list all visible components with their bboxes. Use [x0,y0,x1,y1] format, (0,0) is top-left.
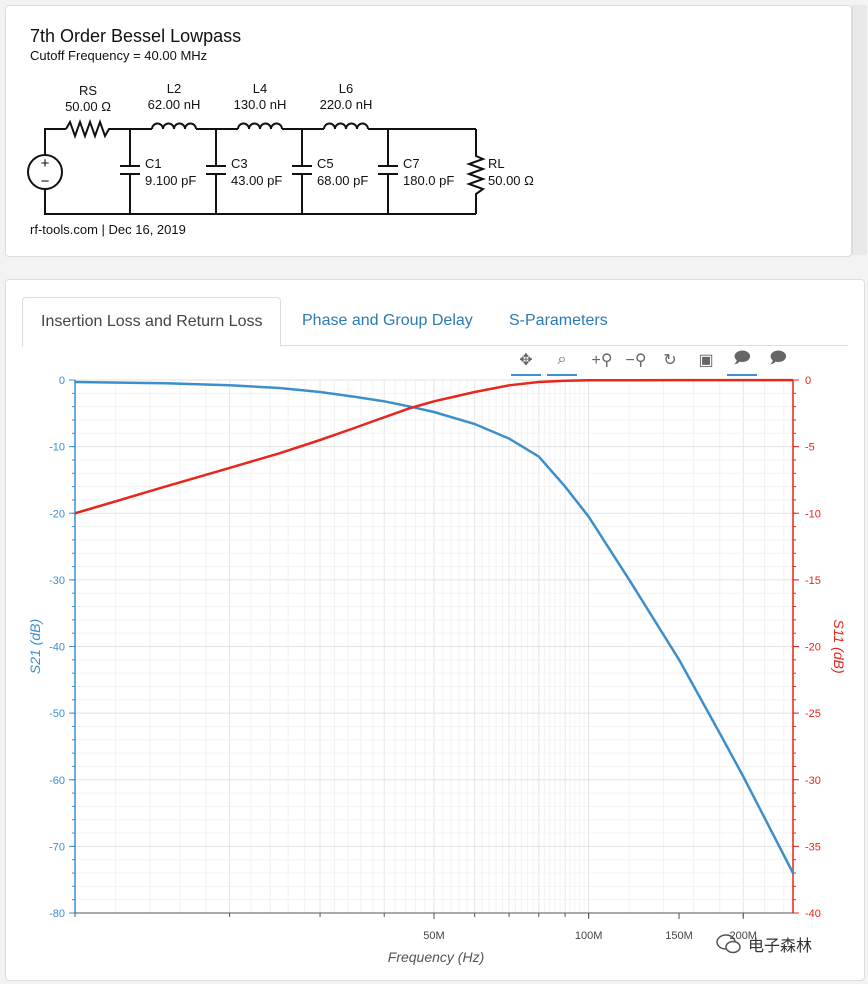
wechat-logo-icon [716,934,741,954]
schematic-subtitle: Cutoff Frequency = 40.00 MHz [30,48,208,63]
rs-value: 50.00 Ω [65,99,111,114]
capacitor-name: C1 [145,156,162,171]
capacitor-name: C7 [403,156,420,171]
inductor-name: L4 [253,81,267,96]
capacitor-icon [292,129,312,214]
y-right-tick-label: -5 [805,442,815,454]
inductor-name: L2 [167,81,181,96]
resistor-rl-icon [466,129,486,214]
save-icon[interactable]: ▣ [698,352,714,369]
rs-name: RS [79,83,97,98]
y-left-tick-label: -30 [49,575,65,587]
capacitor-value: 68.00 pF [317,173,368,188]
source-minus: − [41,173,50,190]
tab-insertion-loss[interactable]: Insertion Loss and Return Loss [22,297,282,347]
capacitor-icon [206,129,226,214]
capacitor-icon [120,129,140,214]
plot-panel: Insertion Loss and Return Loss Phase and… [5,279,865,981]
y-left-axis-label: S21 (dB) [27,619,43,674]
reset-icon[interactable]: ↻ [663,352,677,369]
ground-wire [44,189,476,215]
y-left-tick-label: -10 [49,442,65,454]
pan-icon[interactable]: ✥ [511,346,541,376]
y-right-tick-label: -30 [805,775,821,787]
y-right-tick-label: -25 [805,708,821,720]
schematic-title: 7th Order Bessel Lowpass [30,26,242,46]
inductor-value: 62.00 nH [148,97,201,112]
watermark: 电子森林 [716,932,812,956]
series-line-s21 [74,380,795,874]
y-right-tick-label: -35 [805,841,821,853]
capacitor-name: C5 [317,156,334,171]
x-tick-label: 200M [729,930,757,942]
y-right-tick-label: -10 [805,508,821,520]
wire [44,128,66,155]
x-tick-label: 50M [423,930,444,942]
series-line-s11 [74,378,793,515]
y-left-tick-label: -40 [49,642,65,654]
zoom-out-icon[interactable]: −⚲ [625,352,647,369]
source-plus: + [41,155,50,172]
zoom-in-icon[interactable]: +⚲ [591,352,613,369]
box-zoom-icon[interactable]: ⌕ [547,346,577,376]
y-right-tick-label: -40 [805,908,821,920]
y-left-tick-label: 0 [59,375,65,387]
capacitor-value: 9.100 pF [145,173,196,188]
y-left-tick-label: -70 [49,841,65,853]
x-tick-label: 150M [665,930,693,942]
y-right-axis-label: S11 (dB) [831,619,847,673]
capacitor-icon [378,129,398,214]
capacitor-value: 43.00 pF [231,173,282,188]
rl-name: RL [488,156,505,171]
hover-icon[interactable]: 🗩 [727,346,757,376]
capacitor-name: C3 [231,156,248,171]
y-right-tick-label: -15 [805,575,821,587]
inductor-icon [151,122,197,130]
schematic-panel: 7th Order Bessel Lowpass Cutoff Frequenc… [5,5,852,257]
chart[interactable]: 0 -10 -20 -30 -40 -50 -60 -70 -80 0 -5 -10 -15 -20 -25… [6,280,864,980]
y-left-tick-label: -80 [49,908,65,920]
hover-icon-2[interactable]: 🗩 [769,349,787,367]
grid [74,379,793,914]
y-right-tick-label: -20 [805,642,821,654]
scrollbar[interactable] [852,5,867,255]
tab-bar: Insertion Loss and Return Loss Phase and… [22,297,848,347]
x-tick-label: 100M [575,930,603,942]
capacitor-value: 180.0 pF [403,173,454,188]
inductor-value: 130.0 nH [234,97,287,112]
tab-s-parameters[interactable]: S-Parameters [509,312,608,329]
rl-value: 50.00 Ω [488,173,534,188]
inductor-icon [237,122,283,130]
tab-phase-group-delay[interactable]: Phase and Group Delay [302,312,473,329]
y-left-tick-label: -50 [49,708,65,720]
y-right-tick-label: 0 [805,375,811,387]
y-left-tick-label: -60 [49,775,65,787]
inductor-name: L6 [339,81,353,96]
y-left-tick-label: -20 [49,508,65,520]
schematic-footer: rf-tools.com | Dec 16, 2019 [30,222,186,237]
x-axis-label: Frequency (Hz) [388,949,484,965]
resistor-rs-icon [65,119,152,139]
watermark-text: 电子森林 [748,938,813,955]
inductor-value: 220.0 nH [320,97,373,112]
inductor-icon [323,122,369,130]
